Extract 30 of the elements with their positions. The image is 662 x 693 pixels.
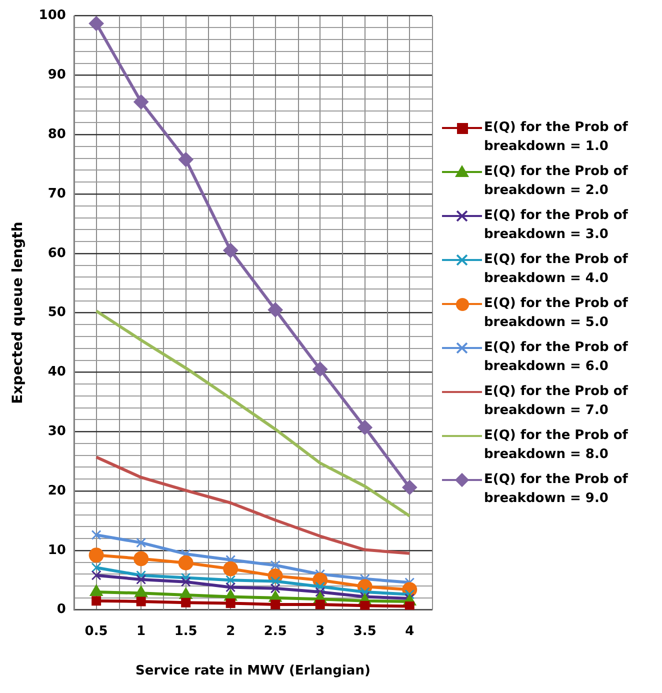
x-tick-label: 0.5 [84,624,108,639]
legend-label: E(Q) for the Prob of breakdown = 5.0 [484,295,629,332]
legend-label: E(Q) for the Prob of breakdown = 4.0 [484,251,629,288]
y-tick-label: 100 [38,8,66,24]
y-tick-label: 50 [48,305,66,320]
y-tick-label: 80 [48,126,66,142]
legend-label: E(Q) for the Prob of breakdown = 1.0 [484,119,629,156]
legend-label: E(Q) for the Prob of breakdown = 8.0 [484,427,629,464]
y-tick-label: 30 [48,424,66,439]
x-tick-label: 1.5 [174,624,198,639]
legend-label: E(Q) for the Prob of breakdown = 9.0 [484,471,629,508]
y-tick-label: 10 [48,542,66,558]
y-tick-label: 60 [48,246,66,261]
y-tick-label: 70 [48,186,66,202]
x-axis-title: Service rate in MWV (Erlangian) [136,664,370,679]
y-tick-label: 20 [48,483,66,498]
y-axis-title: Expected queue length [10,222,26,404]
legend-label: E(Q) for the Prob of breakdown = 6.0 [484,339,629,376]
x-tick-label: 2.5 [264,624,287,639]
legend-label: E(Q) for the Prob of breakdown = 7.0 [484,383,629,420]
legend-label: E(Q) for the Prob of breakdown = 2.0 [484,163,629,200]
legend-label: E(Q) for the Prob of breakdown = 3.0 [484,207,629,244]
y-tick-label: 40 [48,364,66,380]
x-tick-label: 3.5 [353,624,376,639]
x-tick-label: 4 [405,624,414,639]
x-tick-label: 1 [136,624,146,639]
y-tick-label: 90 [48,68,66,83]
x-tick-label: 2 [226,624,236,639]
y-tick-label: 0 [56,602,66,618]
x-tick-label: 3 [316,624,325,639]
